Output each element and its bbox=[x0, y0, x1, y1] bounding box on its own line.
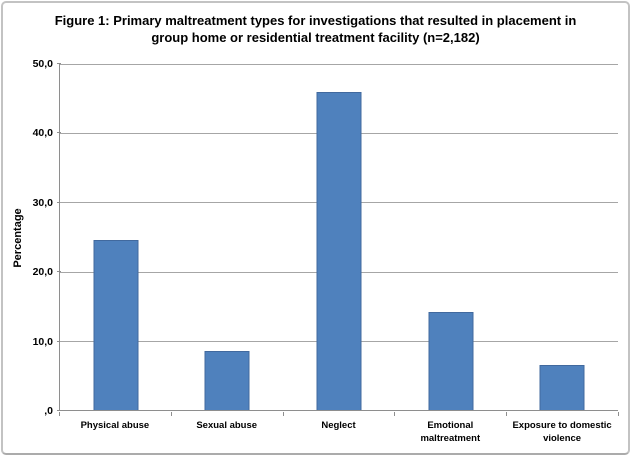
x-category-label: Physical abuse bbox=[80, 420, 150, 431]
gridline bbox=[60, 64, 618, 65]
y-tick-label: ,0 bbox=[44, 405, 53, 417]
x-category-label: Exposure to domestic violence bbox=[512, 420, 612, 444]
x-axis-ticks bbox=[59, 411, 619, 416]
x-category-label: Sexual abuse bbox=[196, 420, 258, 431]
y-tick-label: 30,0 bbox=[32, 196, 53, 209]
x-tick-mark bbox=[506, 412, 508, 416]
chart-title-text: Figure 1: Primary maltreatment types for… bbox=[54, 13, 577, 45]
bar-sexual-abuse bbox=[204, 351, 250, 410]
y-axis-ticks: ,0 10,0 20,0 30,0 40,0 50,0 bbox=[3, 58, 61, 417]
x-tick-mark bbox=[394, 412, 396, 416]
y-tick-label: 50,0 bbox=[32, 58, 53, 70]
x-tick-mark bbox=[618, 412, 619, 416]
bar-neglect bbox=[316, 91, 362, 410]
x-category-label: Neglect bbox=[321, 420, 356, 431]
bar-emotional-maltreatment bbox=[428, 311, 474, 410]
chart-title: Figure 1: Primary maltreatment types for… bbox=[3, 13, 628, 47]
y-tick-label: 20,0 bbox=[32, 266, 53, 279]
y-tick-label: 40,0 bbox=[32, 127, 53, 140]
bar-exposure-to-domestic-violence bbox=[539, 365, 585, 410]
x-axis-labels: Physical abuse Sexual abuse Neglect Emotion… bbox=[59, 420, 618, 446]
y-tick-mark bbox=[57, 63, 61, 64]
x-tick-mark bbox=[59, 412, 60, 416]
x-tick-mark bbox=[282, 412, 284, 416]
plot-area bbox=[59, 64, 618, 411]
bar-physical-abuse bbox=[93, 239, 139, 410]
y-tick-label: 10,0 bbox=[32, 335, 53, 348]
x-tick-mark bbox=[170, 412, 172, 416]
x-category-label: Emotional maltreatment bbox=[420, 420, 481, 444]
